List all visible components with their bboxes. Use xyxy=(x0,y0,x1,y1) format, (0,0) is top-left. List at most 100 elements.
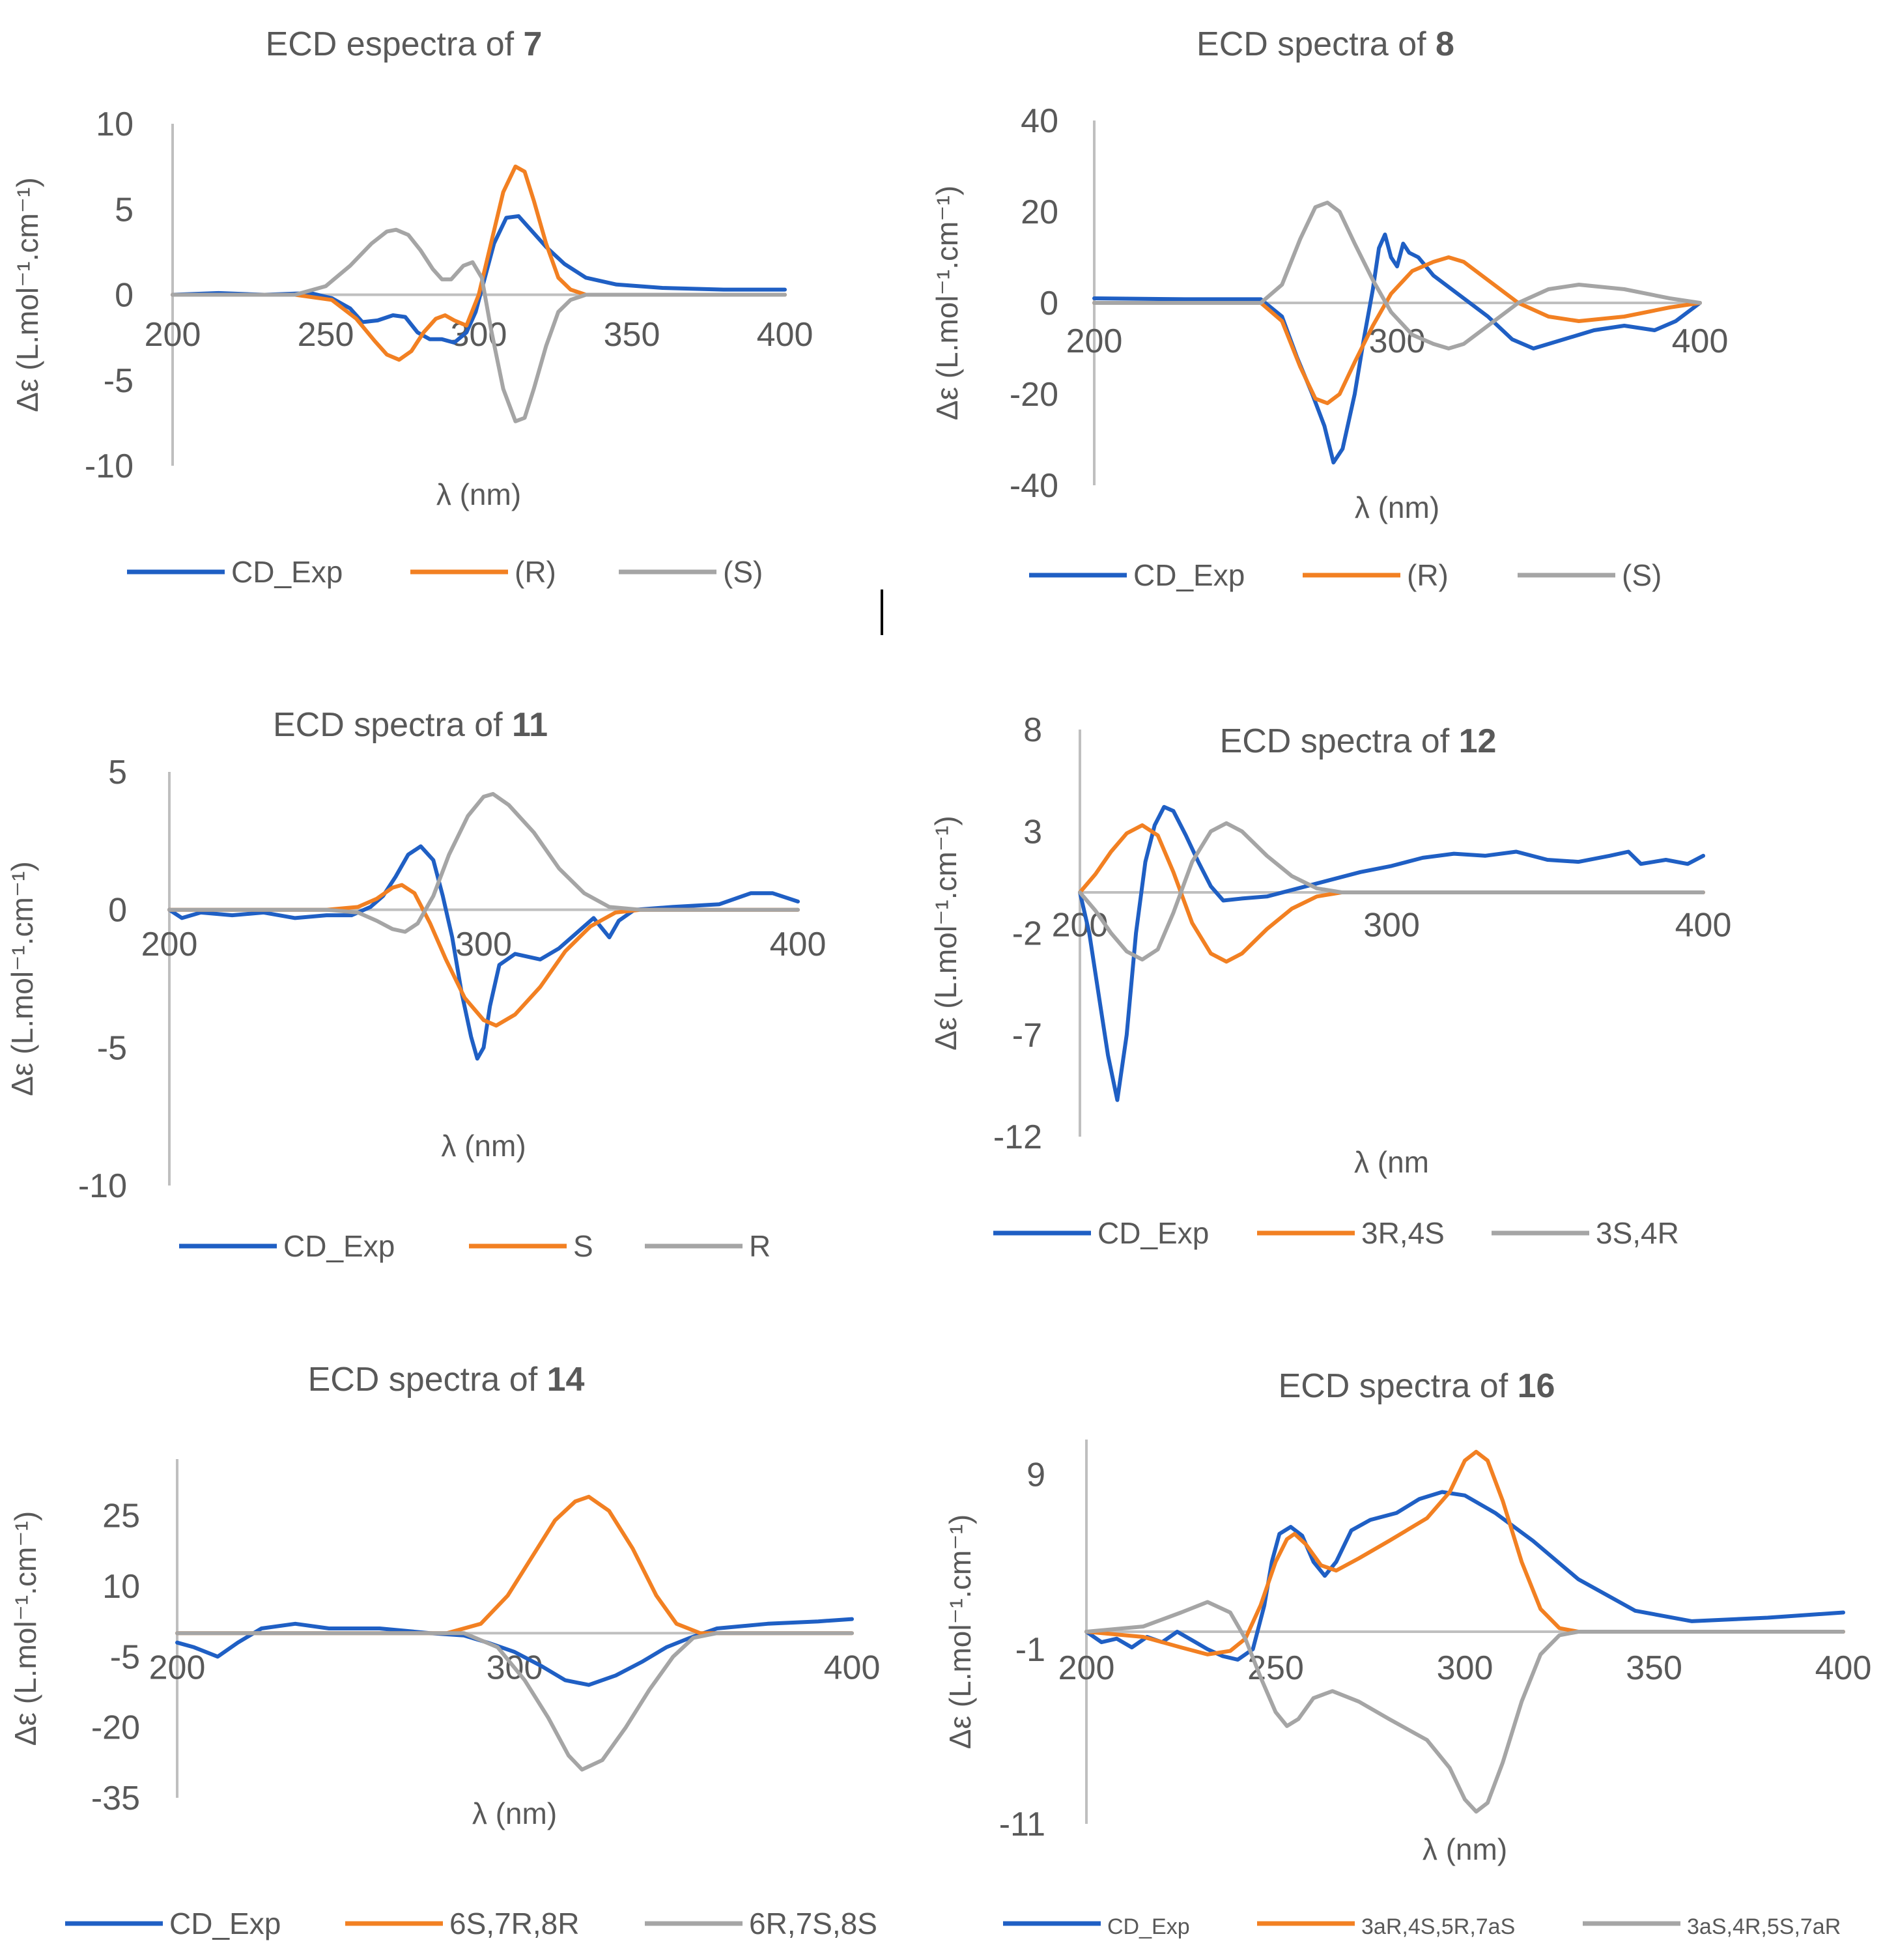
legend-label: 6R,7S,8S xyxy=(749,1907,877,1940)
x-tick-label: 400 xyxy=(757,316,814,354)
series-line-3s-4r xyxy=(1078,821,1705,962)
y-tick-label: -20 xyxy=(91,1709,140,1747)
y-tick-label: -10 xyxy=(85,447,134,485)
x-axis-label: λ (nm xyxy=(1354,1145,1429,1179)
chart-title: ECD espectra of 7 xyxy=(266,25,543,63)
x-tick-label: 200 xyxy=(1058,1649,1115,1687)
x-tick-label: 400 xyxy=(770,926,827,963)
legend-label: 6S,7R,8R xyxy=(449,1907,579,1940)
x-tick-label: 200 xyxy=(145,316,201,354)
x-tick-label: 350 xyxy=(604,316,660,354)
legend-label: CD_Exp xyxy=(169,1907,281,1940)
separator-mark xyxy=(881,589,883,635)
y-tick-label: -12 xyxy=(993,1118,1042,1156)
y-tick-label: -1 xyxy=(1015,1631,1045,1669)
x-tick-label: 400 xyxy=(824,1649,881,1687)
chart-title-number: 8 xyxy=(1436,25,1454,63)
series-line-cd-exp xyxy=(171,214,787,345)
y-axis-label: Δε (L.mol⁻¹.cm⁻¹) xyxy=(929,816,963,1050)
chart-title-prefix: ECD spectra of xyxy=(1196,25,1436,63)
legend-label: 3aR,4S,5R,7aS xyxy=(1361,1914,1515,1939)
legend-label: (R) xyxy=(515,555,556,589)
series-line-3ar-4s-5r-7as xyxy=(1084,1449,1845,1656)
chart-title-number: 12 xyxy=(1459,722,1497,760)
chart-12: ECD spectra of 12 8 3 -2 -7 -12 200 300 400 λ (nm… xyxy=(929,711,1731,1250)
legend-label: CD_Exp xyxy=(1097,1216,1209,1250)
legend-label: (S) xyxy=(1622,558,1662,592)
x-axis-label: λ (nm) xyxy=(441,1129,526,1163)
y-axis-label: Δε (L.mol⁻¹.cm⁻¹) xyxy=(10,177,44,412)
y-axis-label: Δε (L.mol⁻¹.cm⁻¹) xyxy=(5,861,39,1096)
series-line-6s-7r-8r xyxy=(175,1494,854,1636)
legend-label: CD_Exp xyxy=(283,1229,395,1263)
chart-title-prefix: ECD spectra of xyxy=(308,1361,547,1399)
y-axis-label: Δε (L.mol⁻¹.cm⁻¹) xyxy=(8,1511,42,1746)
x-tick-label: 400 xyxy=(1815,1649,1872,1687)
chart-title-prefix: ECD espectra of xyxy=(266,25,524,63)
y-tick-label: 8 xyxy=(1023,711,1042,749)
y-tick-label: -40 xyxy=(1010,467,1058,505)
legend-label: S xyxy=(573,1229,593,1263)
x-tick-label: 300 xyxy=(1369,322,1426,360)
x-tick-label: 200 xyxy=(141,926,198,963)
series-line-r xyxy=(167,791,800,934)
y-tick-label: 9 xyxy=(1026,1456,1045,1494)
series-line-s xyxy=(167,883,800,1028)
chart-title-number: 16 xyxy=(1518,1367,1555,1405)
x-tick-label: 300 xyxy=(1363,907,1420,944)
y-tick-label: -10 xyxy=(78,1167,127,1205)
x-tick-label: 200 xyxy=(1066,322,1123,360)
x-tick-label: 350 xyxy=(1626,1649,1682,1687)
y-axis-label: Δε (L.mol⁻¹.cm⁻¹) xyxy=(930,186,964,420)
y-tick-label: 0 xyxy=(108,892,127,930)
y-tick-label: 10 xyxy=(102,1568,140,1606)
series-line-s xyxy=(1092,201,1702,350)
series-line-3r-4s xyxy=(1078,823,1705,964)
y-tick-label: 40 xyxy=(1021,102,1058,140)
y-tick-label: -5 xyxy=(104,362,134,400)
x-axis-label: λ (nm) xyxy=(1423,1832,1507,1866)
x-tick-label: 200 xyxy=(149,1649,206,1687)
y-tick-label: -35 xyxy=(91,1780,140,1817)
y-tick-label: 25 xyxy=(102,1498,140,1535)
chart-title-number: 11 xyxy=(512,706,548,744)
y-tick-label: 0 xyxy=(1040,285,1058,322)
series-line-s xyxy=(171,227,787,423)
legend-label: 3R,4S xyxy=(1361,1216,1445,1250)
y-axis-label: Δε (L.mol⁻¹.cm⁻¹) xyxy=(943,1514,977,1749)
x-tick-label: 300 xyxy=(1437,1649,1494,1687)
y-tick-label: -5 xyxy=(110,1638,140,1676)
y-tick-label: -20 xyxy=(1010,376,1058,414)
chart-title-number: 7 xyxy=(524,25,543,63)
chart-title-number: 14 xyxy=(547,1361,585,1399)
chart-title: ECD spectra of 14 xyxy=(308,1361,585,1399)
legend-label: (R) xyxy=(1407,558,1449,592)
y-tick-label: 10 xyxy=(96,106,134,143)
x-axis-label: λ (nm) xyxy=(1355,490,1439,524)
series-line-6r-7s-8s xyxy=(175,1631,854,1772)
series-line-cd-exp xyxy=(1078,804,1705,1102)
chart-title: ECD spectra of 12 xyxy=(1220,722,1497,760)
x-tick-label: 400 xyxy=(1672,322,1729,360)
chart-11: ECD spectra of 11 5 0 -5 -10 200 300 400 λ (nm) Δ… xyxy=(5,706,826,1263)
x-tick-label: 300 xyxy=(455,926,512,963)
x-tick-label: 250 xyxy=(298,316,354,354)
legend-label: CD_Exp xyxy=(1107,1914,1190,1939)
legend-label: R xyxy=(749,1229,771,1263)
y-tick-label: 5 xyxy=(108,754,127,791)
chart-title-prefix: ECD spectra of xyxy=(273,706,512,744)
chart-title: ECD spectra of 11 xyxy=(273,706,548,744)
x-tick-label: 200 xyxy=(1052,907,1109,944)
x-tick-label: 400 xyxy=(1675,907,1732,944)
y-tick-label: 5 xyxy=(115,191,134,229)
y-tick-label: -5 xyxy=(97,1029,127,1067)
series-line-cd-exp xyxy=(167,844,800,1061)
legend-label: 3aS,4R,5S,7aR xyxy=(1687,1914,1841,1939)
series-line-r xyxy=(171,164,787,362)
legend-label: CD_Exp xyxy=(1133,558,1245,592)
